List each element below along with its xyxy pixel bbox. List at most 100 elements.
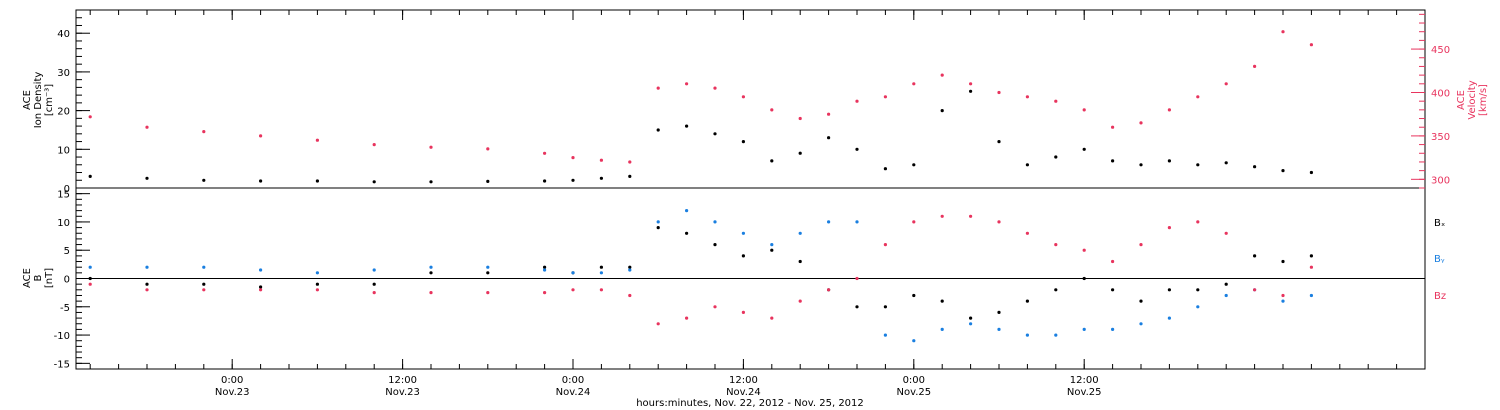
- bottom-series0-point: [1224, 282, 1228, 286]
- top-series1-point: [1309, 43, 1313, 47]
- top-right-ylabel-line1: ACE: [1456, 90, 1467, 110]
- top-left-tick-label: 40: [57, 29, 70, 40]
- top-series0-point: [1054, 155, 1058, 159]
- bottom-series2-point: [770, 316, 774, 320]
- bottom-ylabel-line3: [nT]: [44, 268, 55, 288]
- top-series0-point: [1025, 163, 1029, 167]
- bottom-series1-point: [1025, 333, 1029, 337]
- top-series1-point: [88, 115, 92, 119]
- bottom-series0-point: [855, 305, 859, 309]
- bottom-series0-point: [912, 293, 916, 298]
- bottom-series0-point: [1025, 299, 1029, 303]
- top-left-tick-label: 10: [57, 145, 70, 156]
- top-series0-point: [770, 159, 774, 163]
- top-series0-point: [571, 178, 575, 182]
- x-time-label: 12:00: [729, 375, 758, 386]
- bottom-series2-point: [1082, 248, 1086, 252]
- top-series0-point: [1224, 161, 1228, 165]
- top-series1-point: [202, 130, 206, 134]
- bottom-left-tick-label: -5: [60, 303, 70, 314]
- bottom-series2-point: [202, 288, 206, 292]
- bottom-series2-point: [798, 299, 802, 303]
- top-series0-point: [741, 140, 746, 144]
- bottom-series2-point: [259, 288, 263, 292]
- x-date-label: Nov.23: [385, 387, 420, 398]
- top-series1-point: [1139, 121, 1143, 125]
- top-series1-point: [1111, 125, 1115, 129]
- bottom-series2-point: [543, 291, 547, 295]
- bottom-series0-point: [1167, 288, 1171, 292]
- top-series1-point: [969, 82, 973, 86]
- bottom-series1-point: [827, 220, 831, 224]
- bottom-series2-point: [315, 288, 319, 292]
- x-time-label: 12:00: [388, 375, 417, 386]
- bottom-series2-point: [88, 282, 92, 286]
- top-series0-point: [259, 179, 263, 183]
- x-date-label: Nov.24: [726, 387, 761, 398]
- top-series0-point: [997, 140, 1001, 144]
- bottom-series1-point: [1082, 327, 1086, 331]
- bottom-series0-point: [1111, 288, 1115, 292]
- bottom-series0-point: [372, 282, 376, 286]
- top-series0-point: [1253, 165, 1257, 169]
- bottom-series1-point: [372, 268, 376, 272]
- bottom-series1-point: [1167, 316, 1171, 320]
- top-series1-point: [372, 143, 376, 147]
- bottom-series1-point: [997, 327, 1001, 331]
- top-series1-point: [1025, 95, 1029, 99]
- bottom-series0-point: [685, 231, 689, 235]
- top-right-tick-label: 350: [1431, 132, 1450, 143]
- bottom-series0-point: [883, 305, 888, 309]
- top-series0-point: [543, 179, 547, 183]
- top-series1-point: [656, 86, 660, 90]
- bottom-left-axis-title: ACE B [nT]: [22, 268, 55, 288]
- top-series1-point: [1196, 95, 1200, 99]
- top-series0-point: [1111, 159, 1115, 163]
- top-series0-point: [202, 178, 206, 182]
- bottom-series2-point: [1253, 288, 1257, 292]
- top-series0-point: [1281, 169, 1285, 173]
- bottom-series2-point: [1224, 231, 1228, 235]
- top-series0-point: [855, 147, 859, 151]
- bottom-series2-point: [1111, 259, 1115, 264]
- bottom-series1-point: [486, 265, 490, 269]
- top-series1-point: [770, 108, 774, 112]
- top-series0-point: [1139, 163, 1143, 167]
- bottom-series1-point: [315, 271, 319, 275]
- bottom-series0-point: [145, 282, 149, 286]
- top-series0-point: [798, 151, 802, 155]
- top-series1-point: [827, 112, 831, 116]
- top-series0-point: [912, 163, 916, 167]
- bottom-series2-point: [486, 291, 490, 295]
- top-series1-point: [798, 116, 802, 121]
- bottom-series1-point: [628, 268, 632, 272]
- top-series0-point: [685, 124, 689, 128]
- x-time-label: 0:00: [221, 375, 243, 386]
- top-left-tick-label: 20: [57, 107, 70, 118]
- bottom-series0-point: [656, 226, 660, 230]
- bottom-series1-point: [145, 265, 149, 269]
- top-series0-point: [372, 180, 376, 184]
- top-series0-point: [315, 179, 319, 183]
- top-series0-point: [486, 179, 490, 183]
- x-date-label: Nov.25: [896, 387, 931, 398]
- bottom-series0-point: [997, 310, 1001, 314]
- bottom-left-tick-label: 15: [57, 190, 70, 201]
- top-series0-point: [599, 176, 604, 180]
- bottom-series2-point: [685, 316, 689, 320]
- top-series1-point: [741, 95, 746, 99]
- top-left-ylabel-line1: ACE: [22, 90, 33, 110]
- bottom-series2-point: [997, 220, 1001, 224]
- top-series1-point: [486, 147, 490, 151]
- top-left-ylabel-line2: Ion Density: [33, 72, 44, 129]
- bottom-ylabel-line1: ACE: [22, 268, 33, 288]
- bottom-series2-point: [1281, 293, 1285, 298]
- bottom-series0-point: [259, 285, 263, 289]
- bottom-series0-point: [1309, 254, 1313, 258]
- bottom-series1-point: [855, 220, 859, 224]
- top-right-ylabel-line2: Velocity: [1467, 80, 1478, 119]
- top-panel-frame: [75, 9, 1426, 189]
- bottom-series2-point: [883, 243, 888, 247]
- bottom-series1-point: [969, 322, 973, 326]
